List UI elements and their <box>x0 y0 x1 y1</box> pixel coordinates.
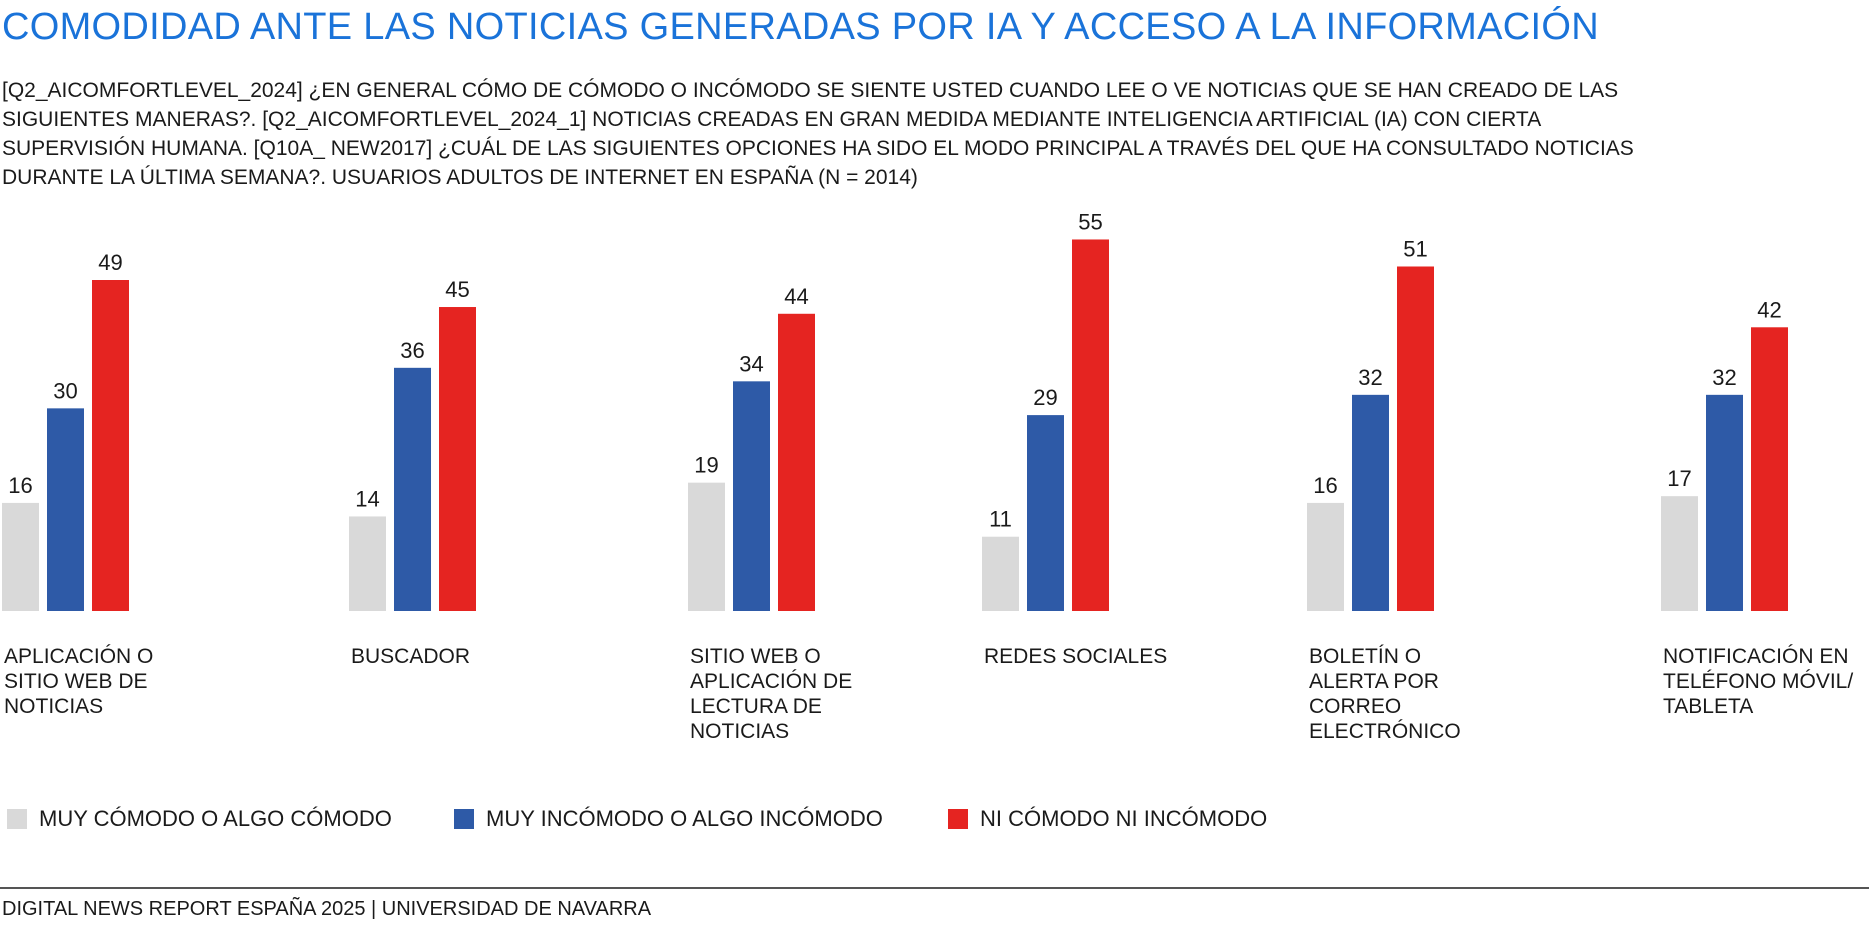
data-label-3-1: 29 <box>1033 385 1057 410</box>
data-label-2-0: 19 <box>694 453 718 478</box>
data-label-5-1: 32 <box>1712 365 1736 390</box>
data-label-1-0: 14 <box>355 486 379 511</box>
bar-0-2 <box>92 280 129 611</box>
data-label-0-1: 30 <box>53 378 77 403</box>
data-label-5-2: 42 <box>1757 297 1781 322</box>
category-label-5: NOTIFICACIÓN EN TELÉFONO MÓVIL/ TABLETA <box>1663 645 1854 718</box>
data-label-0-0: 16 <box>8 473 32 498</box>
legend-label-comodo: MUY CÓMODO O ALGO CÓMODO <box>39 806 392 831</box>
legend-item-incomodo: MUY INCÓMODO O ALGO INCÓMODO <box>454 806 883 832</box>
legend-item-ni: NI CÓMODO NI INCÓMODO <box>948 806 1267 832</box>
bar-3-2 <box>1072 239 1109 611</box>
bar-5-1 <box>1706 394 1743 611</box>
footer-source: DIGITAL NEWS REPORT ESPAÑA 2025 | UNIVER… <box>2 898 652 920</box>
bar-5-0 <box>1661 496 1698 611</box>
data-label-3-2: 55 <box>1078 209 1102 234</box>
data-label-0-2: 49 <box>98 250 122 275</box>
bar-4-1 <box>1352 394 1389 611</box>
legend-label-incomodo: MUY INCÓMODO O ALGO INCÓMODO <box>486 806 883 831</box>
legend-swatch-comodo <box>7 809 27 829</box>
bar-3-1 <box>1027 415 1064 611</box>
legend-label-ni: NI CÓMODO NI INCÓMODO <box>980 806 1268 831</box>
bar-2-1 <box>733 381 770 611</box>
data-label-3-0: 11 <box>989 507 1012 532</box>
bar-1-1 <box>394 367 431 611</box>
legend-swatch-incomodo <box>454 809 474 829</box>
data-label-1-1: 36 <box>400 338 424 363</box>
data-label-1-2: 45 <box>445 277 469 302</box>
category-label-2: SITIO WEB O APLICACIÓN DE LECTURA DE NOT… <box>690 645 853 743</box>
bar-4-2 <box>1397 266 1434 611</box>
category-label-4: BOLETÍN O ALERTA POR CORREO ELECTRÓNICO <box>1309 645 1461 743</box>
bar-1-2 <box>439 307 476 611</box>
category-label-0: APLICACIÓN O SITIO WEB DE NOTICIAS <box>4 645 154 718</box>
data-label-5-0: 17 <box>1667 466 1691 491</box>
bar-0-1 <box>47 408 84 611</box>
data-label-4-0: 16 <box>1313 473 1337 498</box>
category-label-1: BUSCADOR <box>351 645 471 668</box>
bar-0-0 <box>2 502 39 611</box>
legend-swatch-ni <box>948 809 968 829</box>
chart-subtitle: [Q2_AICOMFORTLEVEL_2024] ¿EN GENERAL CÓM… <box>2 79 1634 189</box>
data-label-2-2: 44 <box>784 284 808 309</box>
category-label-3: REDES SOCIALES <box>984 645 1168 668</box>
footer-divider <box>0 887 1869 889</box>
bar-1-0 <box>349 516 386 611</box>
chart-title: COMODIDAD ANTE LAS NOTICIAS GENERADAS PO… <box>2 6 1599 48</box>
bar-3-0 <box>982 536 1019 611</box>
data-label-2-1: 34 <box>739 351 763 376</box>
data-label-4-1: 32 <box>1358 365 1382 390</box>
bar-4-0 <box>1307 502 1344 611</box>
data-label-4-2: 51 <box>1403 236 1427 261</box>
bar-chart: 16 30 49 14 36 45 19 34 44 11 29 55 16 32 51 17 32 42 <box>2 209 1788 611</box>
legend-item-comodo: MUY CÓMODO O ALGO CÓMODO <box>7 806 392 832</box>
bar-5-2 <box>1751 327 1788 611</box>
bar-2-2 <box>778 313 815 611</box>
bar-2-0 <box>688 482 725 611</box>
